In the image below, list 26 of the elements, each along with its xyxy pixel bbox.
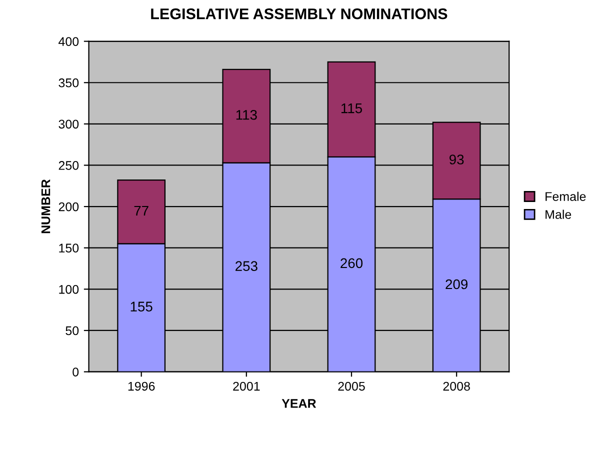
data-label: 155 bbox=[130, 302, 152, 312]
y-tick-label: 200 bbox=[58, 202, 79, 212]
x-tick-label: 1996 bbox=[128, 382, 155, 391]
chart-title: LEGISLATIVE ASSEMBLY NOMINATIONS bbox=[151, 8, 448, 20]
y-tick-label: 100 bbox=[59, 284, 79, 294]
y-tick-label: 250 bbox=[58, 161, 79, 170]
x-tick-label: 2005 bbox=[338, 382, 365, 391]
data-label: 93 bbox=[450, 154, 464, 164]
legend-label: Male bbox=[546, 210, 572, 219]
data-label: 260 bbox=[340, 258, 363, 268]
y-tick-label: 400 bbox=[58, 37, 79, 46]
legend-label: Female bbox=[546, 192, 586, 201]
y-tick-label: 300 bbox=[58, 120, 79, 129]
y-tick-label: 0 bbox=[72, 368, 79, 376]
y-tick-label: 50 bbox=[66, 326, 79, 336]
y-tick-label: 350 bbox=[58, 78, 79, 88]
data-label: 253 bbox=[236, 261, 258, 272]
y-tick-label: 150 bbox=[59, 244, 79, 253]
x-axis-title: YEAR bbox=[282, 399, 316, 408]
x-tick-label: 2008 bbox=[443, 382, 470, 391]
data-label: 77 bbox=[134, 206, 148, 216]
data-label: 113 bbox=[236, 110, 257, 120]
y-axis-title: NUMBER bbox=[41, 179, 50, 234]
data-label: 209 bbox=[446, 279, 468, 290]
x-tick-label: 2001 bbox=[233, 382, 260, 391]
data-label: 115 bbox=[341, 104, 362, 114]
